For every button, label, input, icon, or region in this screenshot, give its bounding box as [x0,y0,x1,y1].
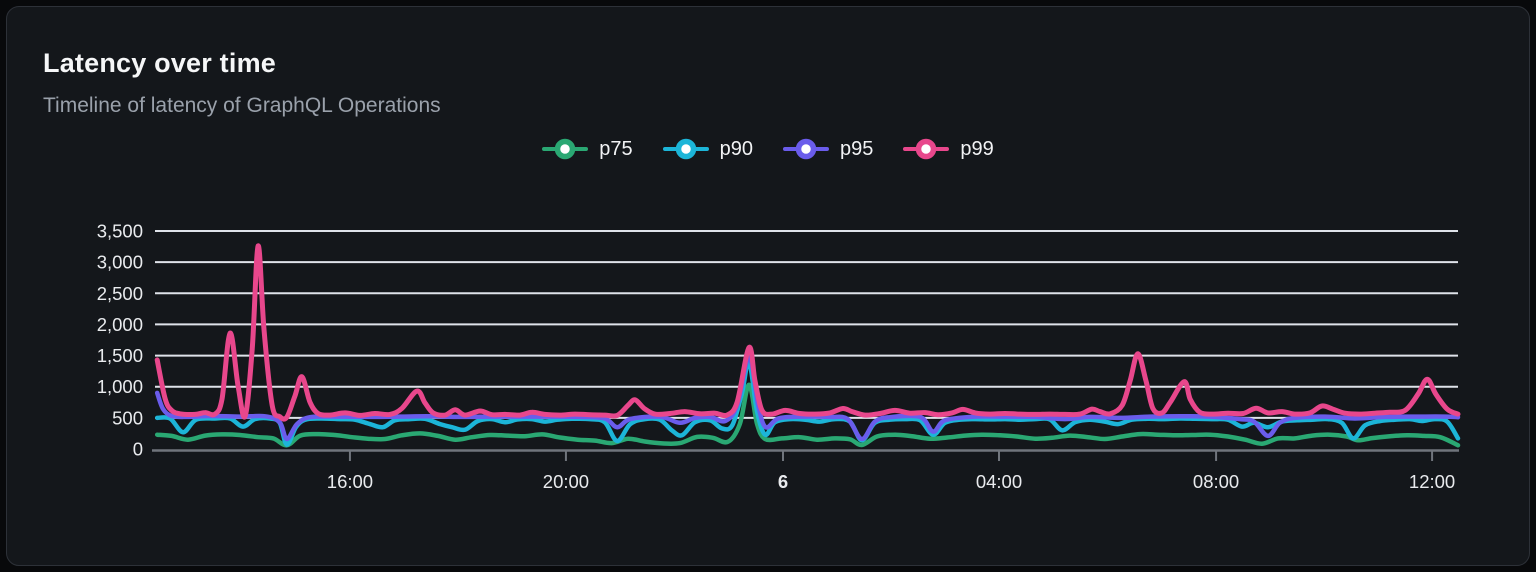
x-tick-label: 16:00 [327,471,373,492]
y-tick-label: 500 [112,407,143,428]
x-tick-label: 08:00 [1193,471,1239,492]
x-axis-labels: 16:00 20:00 6 04:00 08:00 12:00 [327,451,1455,492]
series-p75-line [154,382,1461,448]
x-tick-label: 04:00 [976,471,1022,492]
series-p99-line [154,243,1461,422]
y-tick-label: 2,000 [97,314,143,335]
y-tick-label: 3,500 [97,221,143,242]
legend-label: p95 [840,137,874,160]
legend-marker-p90-icon [662,138,709,160]
x-tick-label: 12:00 [1409,471,1455,492]
legend-marker-p99-icon [903,138,950,160]
legend-marker-p95-icon [783,138,829,160]
gridlines [155,230,1458,419]
y-tick-label: 2,500 [97,283,143,304]
legend-item-p75[interactable]: p75 [542,136,633,162]
legend-item-p95[interactable]: p95 [783,136,873,162]
chart-subtitle: Timeline of latency of GraphQL Operation… [43,94,441,117]
legend-label: p90 [719,137,753,160]
legend-marker-p75-icon [542,138,589,160]
chart-title: Latency over time [43,48,276,78]
series-lines [154,243,1461,448]
legend-label: p75 [599,137,633,160]
y-tick-label: 1,500 [97,345,143,366]
legend-label: p99 [960,137,994,160]
y-tick-label: 3,000 [97,252,143,273]
x-tick-label: 6 [778,471,788,492]
legend-item-p99[interactable]: p99 [903,136,994,162]
x-tick-label: 20:00 [543,471,589,492]
series-p95-line [154,354,1461,442]
y-axis-labels: 0 500 1,000 1,500 2,000 2,500 3,000 3,500 [97,221,143,460]
legend-item-p90[interactable]: p90 [662,136,753,162]
legend: p75 p90 p95 p99 [0,136,1536,162]
y-tick-label: 0 [133,439,143,460]
y-tick-label: 1,000 [97,376,143,397]
